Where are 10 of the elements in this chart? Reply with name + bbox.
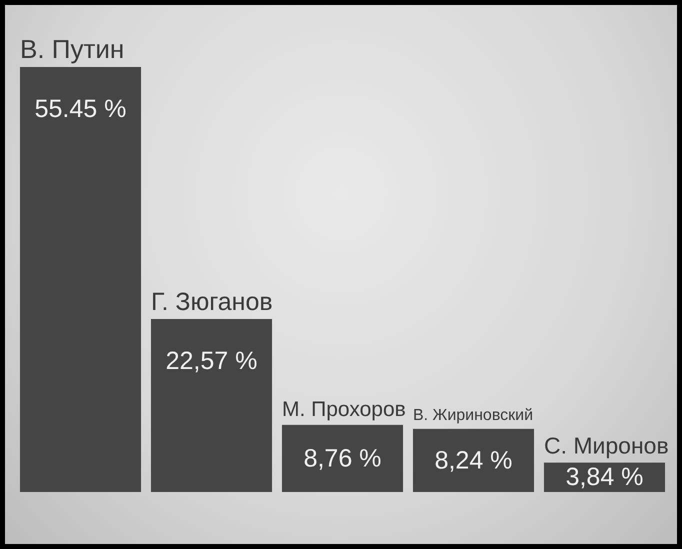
data-label: 22,57 % [166,346,258,375]
data-label: 8,76 % [304,444,382,472]
data-label: 55.45 % [34,94,126,123]
x-tick-label: В. Жириновский [412,406,534,424]
x-tick-label: С. Миронов [544,432,669,459]
x-tick-label: Г. Зюганов [150,288,273,316]
x-tick-label: В. Путин [20,34,124,64]
data-label: 8,24 % [434,446,512,474]
x-tick-label: М. Прохоров [282,398,406,421]
data-label: 3,84 % [566,463,644,492]
